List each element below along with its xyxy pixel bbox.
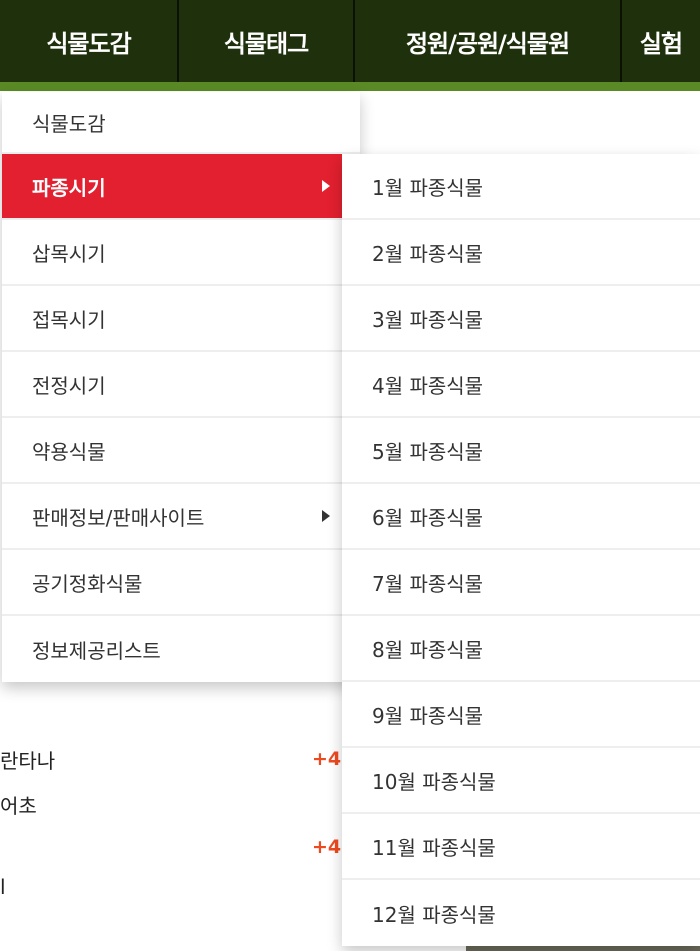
main-nav: 식물도감 식물태그 정원/공원/식물원 실험 [0,0,700,82]
menu-item-sowing-time[interactable]: 파종시기 [2,154,342,220]
nav-experiment[interactable]: 실험 [639,29,683,58]
chevron-right-icon [322,180,330,192]
submenu-item-apr[interactable]: 4월 파종식물 [342,352,700,418]
submenu-item-mar[interactable]: 3월 파종식물 [342,286,700,352]
nav-gardens[interactable]: 정원/공원/식물원 [355,0,622,82]
menu-item-label: 정보제공리스트 [32,638,161,663]
nav-plant-encyclopedia[interactable]: 식물도감 [0,0,179,82]
menu-item-label: 공기정화식물 [32,571,143,596]
submenu-item-oct[interactable]: 10월 파종식물 [342,748,700,814]
menu-item-label: 판매정보/판매사이트 [32,505,205,530]
dropdown-menu: 식물도감 파종시기 삽목시기 접목시기 전정시기 약용식물 판매정보/판매사이트… [2,92,360,682]
submenu-item-nov[interactable]: 11월 파종식물 [342,814,700,880]
submenu-item-feb[interactable]: 2월 파종식물 [342,220,700,286]
submenu-item-dec[interactable]: 12월 파종식물 [372,902,496,927]
menu-item-label: 접목시기 [32,307,106,332]
bg-count-badge: +4 [312,836,342,858]
menu-item-label: 약용식물 [32,439,106,464]
chevron-right-icon [322,510,330,522]
menu-item-label: 파종시기 [32,175,106,200]
menu-item-sales[interactable]: 판매정보/판매사이트 [2,484,360,550]
bg-list-item[interactable]: l [0,875,6,899]
sowing-submenu: 1월 파종식물 2월 파종식물 3월 파종식물 4월 파종식물 5월 파종식물 … [342,154,700,946]
submenu-item-jul[interactable]: 7월 파종식물 [342,550,700,616]
submenu-item-aug[interactable]: 8월 파종식물 [342,616,700,682]
bg-list-item[interactable]: 란타나 [0,749,56,773]
menu-item-label: 삽목시기 [32,241,106,266]
bg-list-item[interactable]: 어초 [0,794,37,818]
nav-stripe [0,82,700,91]
submenu-item-sep[interactable]: 9월 파종식물 [342,682,700,748]
menu-item-pruning-time[interactable]: 전정시기 [2,352,360,418]
nav-plant-tag[interactable]: 식물태그 [179,0,355,82]
menu-item-cutting-time[interactable]: 삽목시기 [2,220,360,286]
menu-item-air-purifying[interactable]: 공기정화식물 [2,550,360,616]
menu-item-label: 전정시기 [32,373,106,398]
menu-item-medicinal[interactable]: 약용식물 [2,418,360,484]
submenu-item-jun[interactable]: 6월 파종식물 [342,484,700,550]
submenu-item-may[interactable]: 5월 파종식물 [342,418,700,484]
menu-item-grafting-time[interactable]: 접목시기 [2,286,360,352]
menu-item-label: 식물도감 [32,111,106,136]
submenu-item-jan[interactable]: 1월 파종식물 [342,154,700,220]
bg-count-badge: +4 [312,748,342,770]
menu-item-info-list[interactable]: 정보제공리스트 [2,616,360,682]
menu-item-encyclopedia[interactable]: 식물도감 [2,92,360,154]
